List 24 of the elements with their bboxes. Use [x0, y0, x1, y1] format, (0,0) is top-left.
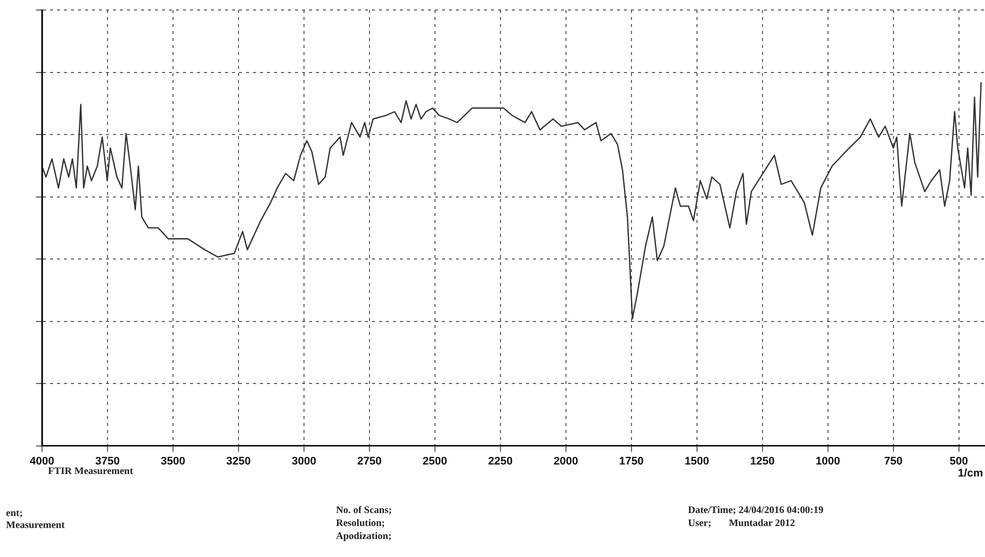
- text: FTIR Measurement: [48, 466, 134, 477]
- x-tick-label: 1500: [684, 455, 710, 468]
- text: Resolution;: [336, 518, 385, 529]
- x-tick-label: 1000: [816, 455, 840, 468]
- text: User; Muntadar 2012: [688, 518, 796, 529]
- x-axis-title: 1/cm: [958, 467, 984, 480]
- x-tick-label: 1250: [750, 455, 775, 468]
- x-tick-label: 2250: [488, 455, 513, 468]
- x-tick-label: 3250: [226, 455, 251, 468]
- x-tick-label: 1750: [619, 455, 644, 468]
- text: Apodization;: [336, 531, 392, 542]
- text: Measurement: [6, 520, 65, 531]
- x-tick-label: 2750: [357, 455, 382, 468]
- x-tick-label: 4000: [30, 455, 54, 468]
- x-tick-label: 750: [884, 455, 902, 468]
- x-tick-label: 3000: [292, 455, 316, 468]
- x-tick-label: 3500: [160, 455, 186, 468]
- x-tick-label: 2000: [554, 455, 578, 468]
- x-tick-label: 3750: [95, 455, 120, 468]
- text: ent;: [6, 508, 23, 519]
- text: No. of Scans;: [336, 505, 392, 516]
- text: Date/Time; 24/04/2016 04:00:19: [688, 505, 824, 516]
- x-tick-label: 2500: [422, 455, 448, 468]
- x-tick-label: 500: [950, 455, 968, 468]
